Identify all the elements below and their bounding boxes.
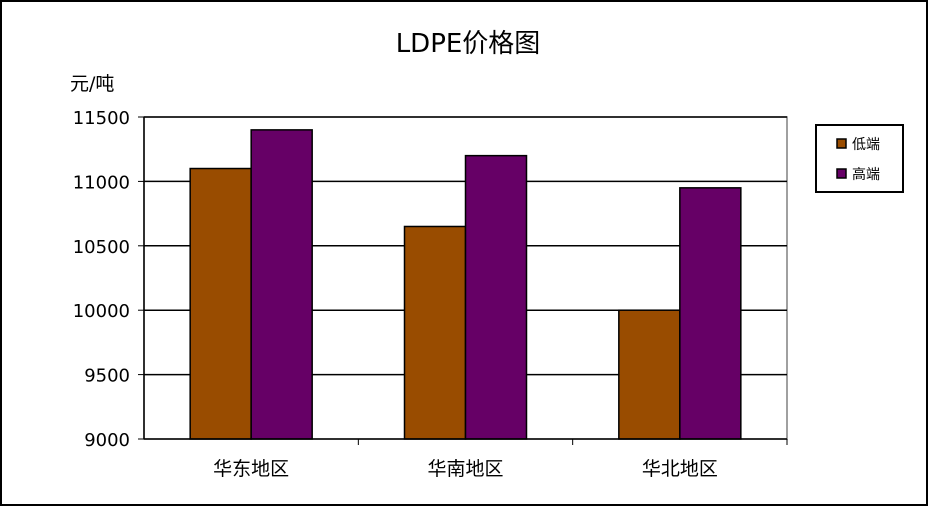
bar-低端 [618, 309, 681, 440]
x-tick-label: 华南地区 [427, 458, 503, 480]
legend-swatch [836, 168, 847, 179]
y-tick-label: 11500 [73, 108, 130, 129]
legend-label: 高端 [852, 166, 880, 183]
bar-低端 [189, 167, 252, 440]
bar-高端 [464, 154, 528, 440]
y-axis-label: 元/吨 [70, 73, 114, 95]
chart-title: LDPE价格图 [396, 29, 541, 59]
y-tick-label: 11000 [73, 172, 130, 193]
legend-label: 低端 [852, 137, 880, 153]
legend [815, 124, 904, 193]
bar-低端 [403, 225, 467, 440]
y-tick-label: 9500 [84, 366, 130, 387]
bar-高端 [679, 187, 742, 440]
y-tick-label: 10500 [73, 237, 130, 258]
y-tick-label: 10000 [73, 301, 130, 322]
bar-高端 [250, 129, 313, 440]
x-tick-label: 华东地区 [213, 458, 289, 480]
x-tick-label: 华北地区 [642, 458, 718, 480]
y-tick-label: 9000 [84, 430, 130, 451]
legend-swatch [836, 138, 847, 149]
